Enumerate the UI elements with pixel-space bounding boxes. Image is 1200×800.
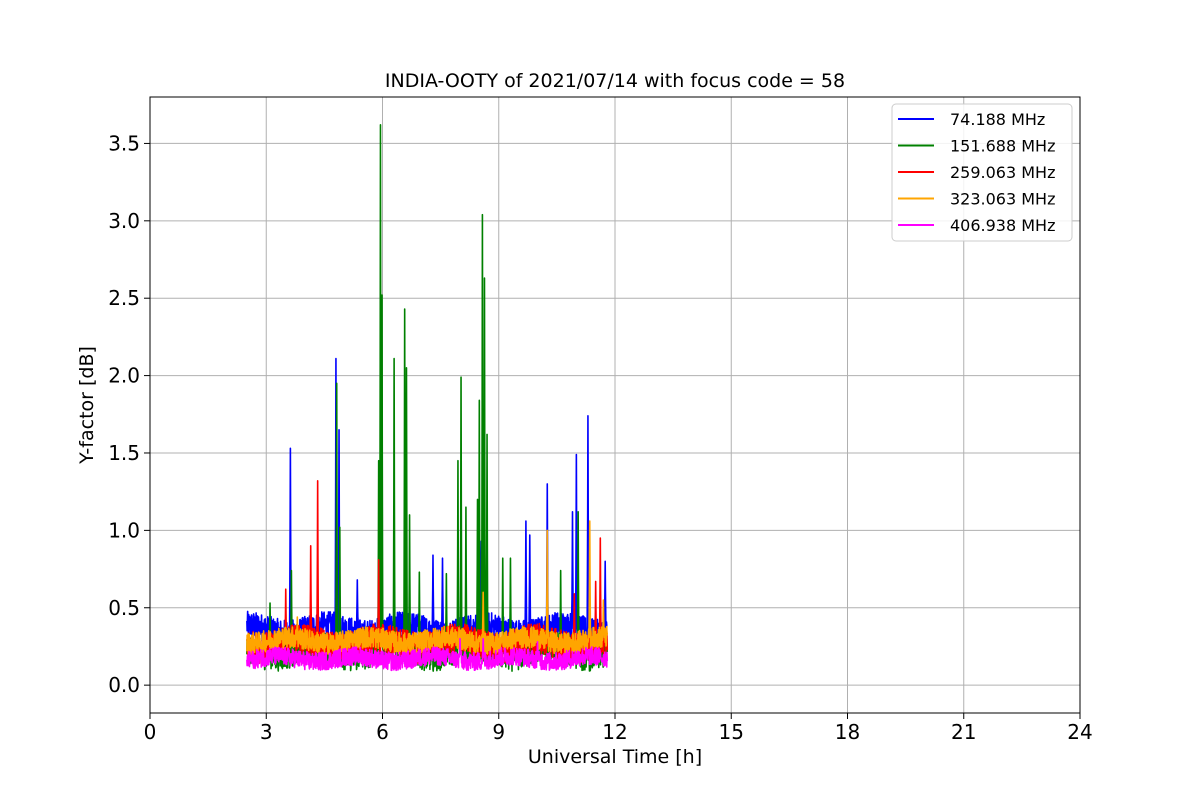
legend-entry-label: 259.063 MHz	[950, 163, 1055, 182]
y-tick-label: 0.5	[108, 596, 140, 620]
y-tick-label: 0.0	[108, 673, 140, 697]
y-tick-label: 1.5	[108, 441, 140, 465]
legend-entry-label: 74.188 MHz	[950, 110, 1045, 129]
x-tick-label: 3	[260, 720, 273, 744]
y-tick-label: 3.0	[108, 209, 140, 233]
y-tick-label: 2.0	[108, 364, 140, 388]
x-tick-label: 15	[719, 720, 744, 744]
series-line	[246, 124, 609, 672]
legend-entry-label: 323.063 MHz	[950, 190, 1055, 209]
x-tick-label: 24	[1067, 720, 1092, 744]
x-axis-ticks: 0 3 6 9 12 15 18 21 24	[144, 713, 1093, 744]
x-tick-label: 18	[835, 720, 860, 744]
y-tick-label: 1.0	[108, 518, 140, 542]
x-tick-label: 12	[602, 720, 627, 744]
y-tick-label: 2.5	[108, 286, 140, 310]
legend-entry-label: 406.938 MHz	[950, 216, 1055, 235]
x-tick-label: 0	[144, 720, 157, 744]
legend-entry-label: 151.688 MHz	[950, 137, 1055, 156]
x-tick-label: 21	[951, 720, 976, 744]
y-axis-ticks: 0.0 0.5 1.0 1.5 2.0 2.5 3.0 3.5	[108, 131, 150, 697]
series-line	[246, 520, 609, 656]
x-tick-label: 6	[376, 720, 389, 744]
x-axis-label: Universal Time [h]	[528, 746, 702, 768]
y-axis-label: Y-factor [dB]	[76, 346, 98, 465]
chart-title: INDIA-OOTY of 2021/07/14 with focus code…	[385, 70, 845, 92]
y-tick-label: 3.5	[108, 131, 140, 155]
x-tick-label: 9	[492, 720, 505, 744]
series-line	[246, 637, 609, 672]
series-line	[246, 357, 608, 649]
legend-box	[891, 103, 1073, 242]
grid	[149, 97, 1081, 713]
legend: 74.188 MHz 151.688 MHz 259.063 MHz 323.063 …	[891, 103, 1073, 242]
series-lines	[246, 124, 609, 672]
